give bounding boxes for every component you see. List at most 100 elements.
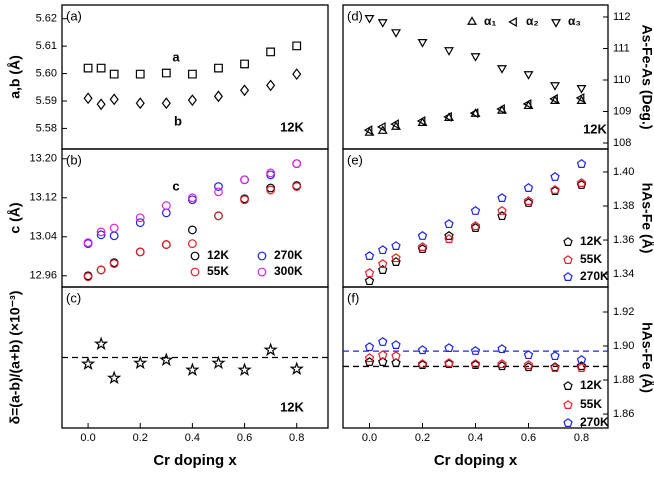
data-point [363, 125, 373, 136]
legend-marker [563, 418, 573, 427]
data-point [444, 47, 454, 56]
data-point [576, 361, 587, 371]
data-point [378, 265, 388, 274]
panel-label: (c) [66, 290, 81, 305]
data-point [135, 218, 145, 228]
data-point [364, 276, 375, 286]
data-point [497, 344, 507, 354]
y-tick-label: 5.62 [36, 13, 57, 25]
data-point [214, 187, 223, 197]
data-point [550, 82, 560, 91]
y-tick-label: 1.92 [613, 306, 634, 318]
legend-label: 300K [274, 264, 303, 278]
x-axis-label: Cr doping x [434, 452, 518, 469]
x-tick-label: 0.8 [574, 432, 589, 444]
data-point [266, 168, 276, 178]
y-tick-label: 5.58 [36, 122, 57, 134]
x-tick-label: 0.4 [185, 432, 200, 444]
data-point [391, 29, 401, 38]
data-point [378, 259, 388, 269]
data-point [391, 351, 401, 361]
data-point [550, 185, 560, 194]
legend-marker [563, 237, 573, 246]
y-tick-label: 1.38 [613, 200, 634, 212]
legend-label: 55K [580, 397, 602, 411]
data-point [135, 97, 145, 110]
y-tick-label: 108 [613, 137, 631, 149]
data-point [96, 98, 106, 111]
data-point [576, 159, 587, 168]
data-point [444, 219, 454, 229]
data-point [550, 363, 560, 372]
data-point [161, 68, 171, 78]
data-point [576, 84, 587, 94]
annotation: c [172, 178, 179, 193]
data-point [161, 240, 171, 249]
data-point [237, 362, 252, 377]
panel-label: (b) [66, 152, 82, 167]
y-tick-label: 109 [613, 105, 631, 117]
data-point [159, 352, 174, 367]
annotation: b [174, 113, 182, 128]
data-point [523, 360, 534, 370]
y-tick-label: 13.04 [29, 231, 57, 243]
y-tick-label: 1.86 [613, 408, 634, 420]
data-point [444, 234, 454, 243]
data-point [240, 175, 249, 185]
y-tick-label: 5.59 [36, 95, 57, 107]
legend-label: 270K [580, 415, 609, 429]
y-axis-label: δ=(a-b)/(a+b) (×10⁻³) [7, 291, 23, 425]
data-point [470, 221, 481, 231]
data-point [497, 206, 507, 215]
data-point [364, 268, 375, 278]
data-point [378, 245, 388, 255]
y-tick-label: 12.96 [29, 270, 57, 282]
data-point [377, 19, 388, 28]
data-point [364, 15, 375, 24]
y-tick-label: 1.90 [613, 340, 634, 352]
data-point [292, 182, 302, 191]
data-point [391, 241, 401, 250]
y-tick-label: 1.34 [613, 268, 634, 280]
legend-label: 12K [580, 378, 602, 392]
data-point [417, 231, 428, 240]
data-point [83, 272, 93, 282]
y-tick-label: 1.40 [613, 166, 634, 178]
legend-marker [563, 381, 573, 390]
legend-marker [257, 267, 267, 277]
x-tick-label: 0.8 [289, 432, 304, 444]
data-point [364, 342, 375, 352]
data-point [417, 359, 428, 369]
data-point [497, 65, 507, 74]
data-point [161, 97, 171, 110]
data-point [523, 71, 534, 80]
data-point [292, 68, 302, 81]
y-tick-label: 13.12 [29, 192, 57, 204]
data-point [263, 342, 278, 357]
data-point [187, 225, 197, 235]
y-axis-label: hAs-Fe (Å) [639, 183, 654, 254]
data-point [96, 227, 106, 237]
data-point [470, 359, 481, 369]
data-point [497, 211, 507, 221]
data-point [391, 340, 401, 349]
data-point [133, 355, 148, 370]
data-point [187, 239, 197, 248]
x-tick-label: 0.2 [133, 432, 148, 444]
data-point [83, 92, 93, 105]
x-tick-label: 0.0 [362, 432, 377, 444]
data-point [523, 350, 534, 360]
data-point [550, 351, 560, 361]
y-axis-label: c (Å) [7, 202, 23, 233]
data-point [289, 361, 304, 376]
annotation: 12K [280, 119, 304, 134]
data-point [550, 362, 560, 372]
y-tick-label: 1.88 [613, 374, 634, 386]
x-tick-label: 0.0 [80, 432, 95, 444]
data-point [187, 195, 197, 205]
legend-label: α₁ [484, 14, 496, 28]
legend-marker [563, 255, 573, 264]
data-point [390, 119, 399, 130]
data-point [550, 171, 560, 181]
